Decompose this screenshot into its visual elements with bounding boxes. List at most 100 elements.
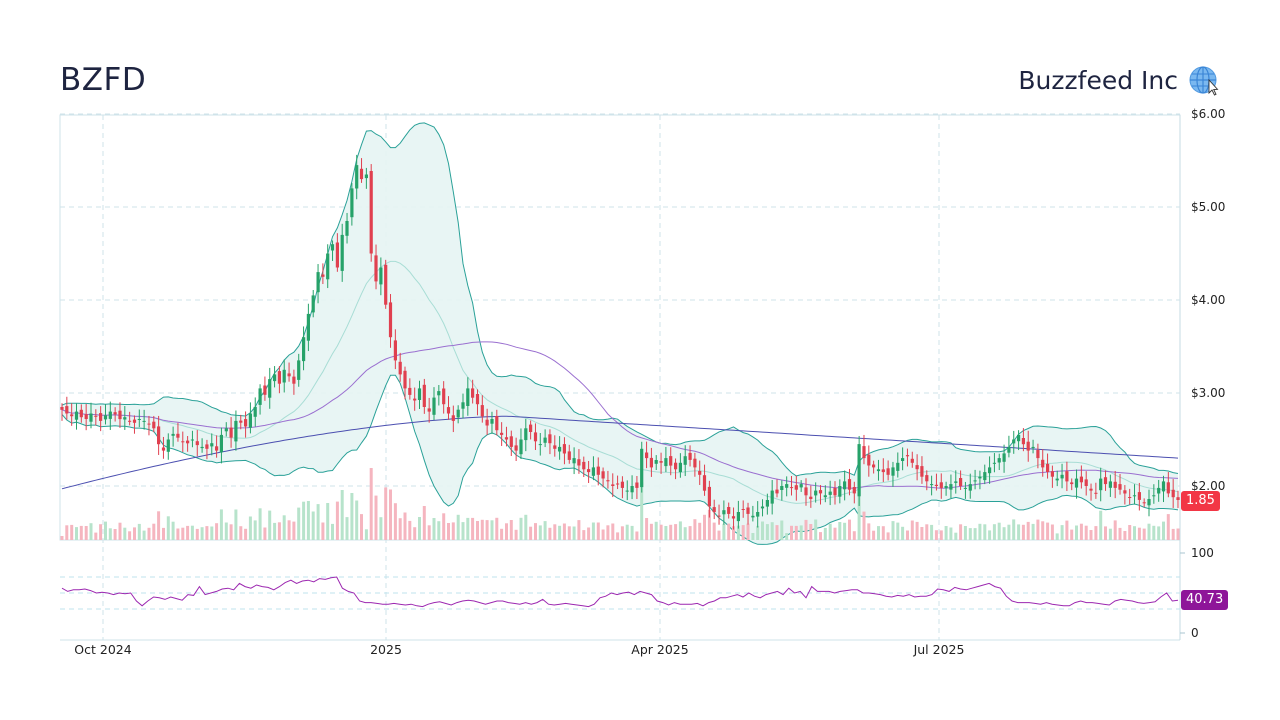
- volume-bar: [258, 508, 262, 540]
- candle-body: [1070, 482, 1074, 485]
- candle-body: [1055, 478, 1059, 481]
- volume-bar: [620, 526, 624, 540]
- volume-bar: [707, 509, 711, 540]
- time-axis-label: Oct 2024: [74, 642, 132, 657]
- volume-bar: [843, 522, 847, 540]
- volume-bar: [79, 525, 83, 540]
- volume-bar: [649, 523, 653, 540]
- volume-bar: [954, 532, 958, 540]
- candle-body: [654, 460, 658, 464]
- sma-200-line: [61, 415, 1179, 490]
- candle-body: [524, 428, 528, 441]
- volume-bar: [495, 517, 499, 540]
- rsi-axis-label: 0: [1191, 626, 1199, 640]
- volume-bar: [379, 517, 383, 540]
- candle-body: [239, 420, 243, 423]
- candle-body: [152, 421, 156, 429]
- volume-bar: [118, 522, 122, 540]
- candle-body: [345, 221, 349, 236]
- volume-bar: [1089, 530, 1093, 540]
- volume-bar: [104, 521, 107, 540]
- candle-body: [582, 461, 586, 470]
- candle-body: [161, 447, 166, 451]
- volume-bar: [630, 525, 634, 540]
- candle-body: [872, 464, 876, 468]
- volume-bar: [901, 526, 905, 540]
- volume-bar: [567, 526, 571, 540]
- candle-body: [302, 337, 306, 362]
- volume-bar: [181, 527, 185, 540]
- candle-body: [316, 272, 320, 293]
- candle-body: [562, 444, 566, 454]
- volume-bar: [205, 526, 209, 540]
- ticker-symbol: BZFD: [60, 62, 147, 98]
- candle-body: [108, 411, 112, 419]
- candle-body: [736, 512, 740, 522]
- volume-bar: [804, 519, 808, 540]
- time-axis-label: Apr 2025: [631, 642, 689, 657]
- volume-bar: [1079, 523, 1083, 540]
- candle-body: [920, 466, 924, 477]
- volume-bar: [142, 530, 146, 540]
- candle-body: [760, 506, 765, 509]
- candle-body: [891, 467, 895, 476]
- candle-body: [674, 462, 678, 470]
- candle-body: [166, 439, 170, 452]
- volume-bar: [881, 526, 885, 540]
- volume-bar: [99, 524, 103, 540]
- volume-bar: [268, 510, 272, 540]
- volume-bar: [736, 525, 740, 540]
- volume-bar: [1104, 526, 1107, 540]
- volume-bar: [543, 521, 547, 540]
- candle-body: [118, 410, 122, 420]
- candle-body: [1137, 492, 1141, 500]
- volume-bar: [321, 522, 325, 540]
- candle-body: [379, 267, 383, 285]
- candle-body: [707, 486, 711, 507]
- volume-bar: [529, 526, 533, 540]
- candle-body: [789, 487, 794, 489]
- volume-bar: [751, 533, 755, 540]
- candle-body: [548, 434, 552, 444]
- candle-body: [359, 168, 364, 180]
- candle-body: [1176, 497, 1180, 500]
- candle-body: [282, 369, 286, 383]
- price-axis-label: $4.00: [1191, 293, 1226, 307]
- candle-body: [823, 495, 827, 498]
- volume-bar: [128, 531, 132, 540]
- volume-bar: [70, 524, 74, 540]
- candle-body: [635, 482, 639, 488]
- candle-body: [847, 479, 852, 490]
- candle-body: [973, 480, 977, 482]
- volume-bar: [234, 509, 238, 540]
- volume-bar: [418, 517, 421, 540]
- candle-body: [867, 454, 871, 466]
- volume-bar: [162, 527, 165, 540]
- volume-bar: [1128, 525, 1132, 540]
- volume-bar: [171, 521, 175, 540]
- candle-body: [128, 420, 132, 422]
- candle-body: [567, 451, 571, 460]
- candle-body: [876, 469, 881, 472]
- candle-body: [176, 433, 180, 438]
- volume-bar: [94, 532, 98, 540]
- candle-body: [466, 388, 470, 406]
- volume-bar: [770, 522, 774, 540]
- volume-bar: [524, 514, 528, 540]
- candle-body: [364, 174, 368, 179]
- candle-body: [456, 409, 460, 418]
- candle-body: [659, 461, 663, 463]
- candle-body: [224, 428, 228, 432]
- volume-bar: [712, 522, 716, 540]
- volume-bar: [591, 522, 595, 540]
- candle-body: [1171, 489, 1175, 498]
- candle-body: [1123, 490, 1127, 494]
- globe-icon[interactable]: [1189, 66, 1219, 96]
- volume-bar: [587, 527, 591, 540]
- volume-bar: [176, 528, 180, 540]
- volume-bar: [1002, 527, 1006, 540]
- candle-body: [727, 507, 731, 514]
- candle-body: [809, 496, 813, 499]
- candle-body: [384, 264, 388, 305]
